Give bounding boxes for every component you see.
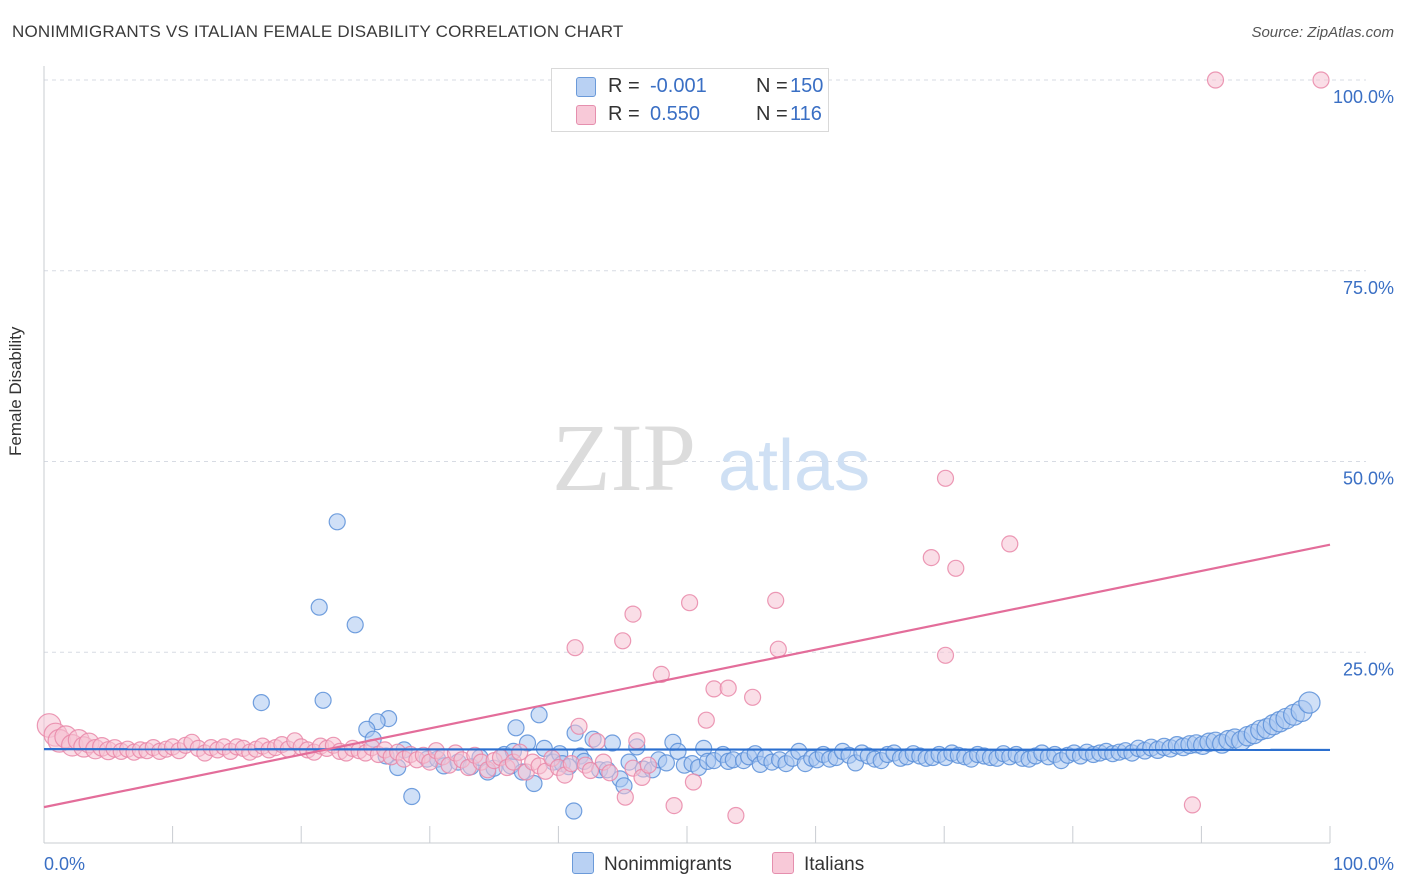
point-italians: [588, 732, 606, 751]
point-italians: [566, 639, 584, 657]
point-italians: [665, 796, 683, 815]
legend-r-label: R =: [608, 103, 640, 125]
point-nonimmigrants: [530, 706, 548, 724]
y-tick-label: 50.0%: [1343, 469, 1394, 489]
legend-r-label: R =: [608, 75, 640, 97]
legend-n-value-italians: 116: [790, 103, 822, 125]
point-italians: [1206, 71, 1225, 89]
point-italians: [727, 806, 745, 825]
legend-swatch-blue: [572, 852, 594, 874]
point-italians: [769, 640, 787, 658]
point-italians: [616, 788, 634, 806]
gridlines: [44, 79, 1366, 653]
legend-label-italians: Italians: [804, 854, 865, 875]
point-italians: [511, 743, 529, 761]
correlation-legend: R = -0.001 N = 150 R = 0.550 N = 116: [551, 68, 829, 132]
point-italians: [767, 591, 785, 610]
point-italians: [936, 469, 955, 487]
point-italians: [922, 548, 940, 567]
point-nonimmigrants: [507, 719, 525, 737]
point-italians: [1001, 535, 1019, 553]
point-italians: [614, 632, 632, 650]
source-label: Source: ZipAtlas.com: [1251, 24, 1394, 41]
trend-lines: [43, 543, 1331, 809]
x-tick-label: 100.0%: [1333, 854, 1394, 874]
point-nonimmigrants: [252, 693, 270, 712]
point-italians: [1312, 71, 1330, 89]
point-nonimmigrants: [346, 616, 364, 634]
point-italians: [684, 773, 703, 791]
legend-swatch-blue: [576, 77, 596, 97]
x-tick-label: 0.0%: [44, 854, 85, 874]
point-nonimmigrants: [328, 513, 346, 531]
watermark-atlas: atlas: [718, 426, 870, 506]
point-nonimmigrants: [565, 802, 583, 820]
point-italians: [697, 711, 715, 729]
point-italians: [652, 665, 670, 684]
point-italians: [628, 732, 646, 750]
point-italians: [624, 605, 642, 623]
watermark-zip: ZIP: [552, 404, 696, 511]
legend-swatch-pink: [772, 852, 794, 874]
y-tick-label: 75.0%: [1343, 278, 1394, 298]
tick-labels: 25.0% 50.0% 75.0% 100.0% 0.0% 100.0%: [44, 87, 1394, 874]
point-nonimmigrants: [314, 691, 332, 709]
trend-line-italians: [43, 543, 1331, 809]
point-nonimmigrants: [657, 754, 676, 772]
point-italians: [1183, 796, 1202, 814]
legend-n-value-nonimmigrants: 150: [790, 75, 824, 97]
y-tick-label: 25.0%: [1343, 659, 1394, 679]
legend-swatch-pink: [576, 105, 596, 125]
legend-n-label: N =: [756, 75, 788, 97]
y-tick-label: 100.0%: [1333, 87, 1394, 107]
point-italians: [719, 679, 737, 697]
point-nonimmigrants: [669, 742, 687, 761]
point-italians: [601, 764, 619, 782]
point-italians: [705, 680, 723, 698]
chart-title: NONIMMIGRANTS VS ITALIAN FEMALE DISABILI…: [12, 22, 624, 41]
point-italians: [947, 559, 965, 577]
point-italians: [570, 717, 588, 735]
point-italians: [936, 646, 955, 664]
axes: [43, 66, 1331, 844]
point-italians: [680, 594, 699, 612]
legend-label-nonimmigrants: Nonimmigrants: [604, 854, 732, 875]
legend-item-italians[interactable]: Italians: [772, 852, 864, 876]
point-nonimmigrants: [1298, 691, 1321, 714]
point-italians: [562, 754, 580, 773]
point-nonimmigrants: [403, 787, 421, 806]
point-italians: [581, 761, 600, 780]
legend-item-nonimmigrants[interactable]: Nonimmigrants: [572, 852, 732, 876]
legend-r-value-nonimmigrants: -0.001: [650, 75, 707, 97]
point-italians: [639, 756, 658, 774]
point-nonimmigrants: [310, 598, 328, 616]
legend-r-value-italians: 0.550: [650, 103, 701, 125]
point-italians: [743, 688, 762, 706]
legend-n-label: N =: [756, 103, 788, 125]
trend-line-nonimmigrants: [43, 748, 1331, 752]
